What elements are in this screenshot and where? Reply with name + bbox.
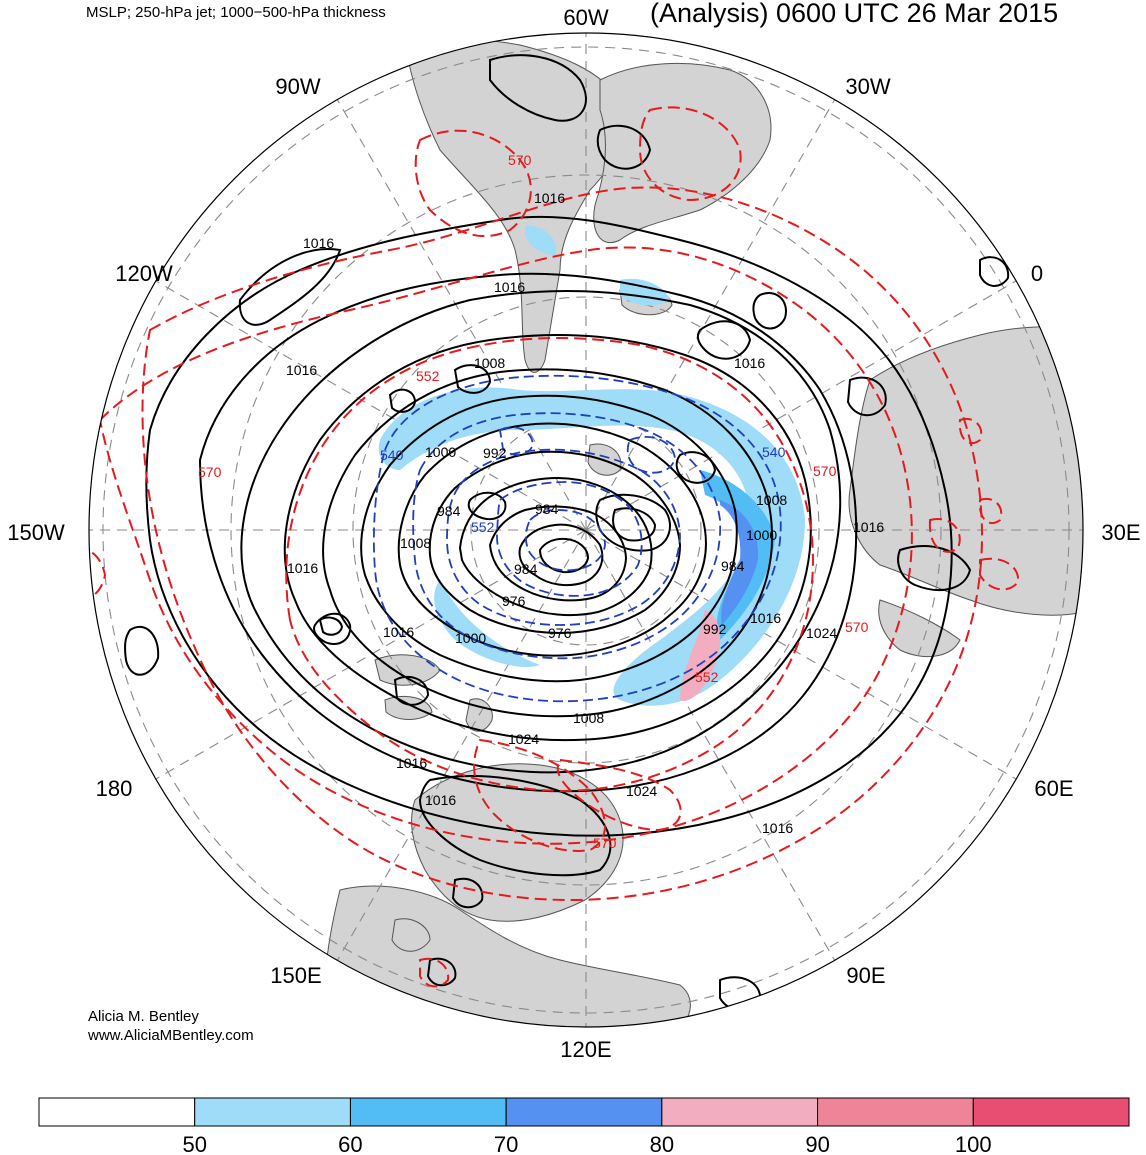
mslp-label: 1016 xyxy=(534,190,565,206)
mslp-label: 1016 xyxy=(287,560,318,576)
mslp-label: 1016 xyxy=(762,820,793,836)
graticule xyxy=(89,33,1083,1027)
colorbar-tick-label: 80 xyxy=(650,1132,674,1155)
mslp-label: 1016 xyxy=(853,519,884,535)
lon-label-120e: 120E xyxy=(560,1037,611,1062)
mslp-label: 1000 xyxy=(455,630,486,646)
thickness-label: 570 xyxy=(845,619,869,635)
lon-label-150w: 150W xyxy=(7,520,65,545)
land-masses xyxy=(324,37,1083,1027)
mslp-label: 1016 xyxy=(383,624,414,640)
land-greenland xyxy=(404,37,624,373)
mslp-label: 1024 xyxy=(806,625,837,641)
lon-label-60e: 60E xyxy=(1034,776,1073,801)
mslp-label: 1000 xyxy=(425,444,456,460)
lon-label-90w: 90W xyxy=(275,74,320,99)
thickness-label: 570 xyxy=(813,463,837,479)
mslp-label: 1008 xyxy=(756,492,787,508)
mslp-label: 976 xyxy=(502,593,526,609)
land-japan xyxy=(391,918,431,952)
colorbar-tick-label: 50 xyxy=(182,1132,206,1155)
analysis-title: (Analysis) 0600 UTC 26 Mar 2015 xyxy=(650,0,1059,28)
lon-label-30w: 30W xyxy=(845,74,890,99)
colorbar-swatch xyxy=(194,1097,351,1127)
thickness-warm-contours xyxy=(89,106,1020,988)
colorbar-swatch xyxy=(661,1097,819,1127)
colorbar-tick-label: 90 xyxy=(805,1132,829,1155)
thickness-label: 540 xyxy=(762,444,786,460)
land-north-america-ne xyxy=(593,62,772,243)
colorbar-swatch xyxy=(972,1097,1130,1127)
mslp-label: 1024 xyxy=(508,731,539,747)
colorbar-swatch xyxy=(505,1097,663,1127)
mslp-label: 984 xyxy=(535,501,559,517)
mslp-label: 1016 xyxy=(286,362,317,378)
thickness-label: 540 xyxy=(380,447,404,463)
mslp-label: 992 xyxy=(483,445,507,461)
mslp-label: 1016 xyxy=(494,279,525,295)
lon-label-150e: 150E xyxy=(270,963,321,988)
land-north-america-main xyxy=(848,326,1083,616)
thickness-label: 570 xyxy=(508,152,532,168)
mslp-label: 1016 xyxy=(734,355,765,371)
colorbar-tick-label: 60 xyxy=(338,1132,362,1155)
lon-label-0: 0 xyxy=(1031,261,1043,286)
longitude-labels: 60W 30W 0 30E 60E 90E 120E 150E 180 150W… xyxy=(7,5,1140,1062)
lon-label-90e: 90E xyxy=(846,963,885,988)
mslp-label: 1016 xyxy=(750,610,781,626)
map-border xyxy=(88,32,1084,1028)
mslp-label: 1000 xyxy=(746,527,777,543)
thickness-labels: 570 552 570 540 552 540 570 570 570 552 xyxy=(198,152,869,851)
jet-colorbar: 50 60 70 80 90 100 xyxy=(38,1097,1130,1155)
thickness-label: 552 xyxy=(471,519,495,535)
thickness-label: 552 xyxy=(695,669,719,685)
thickness-label: 552 xyxy=(416,368,440,384)
thickness-label: 570 xyxy=(593,835,617,851)
colorbar-swatch xyxy=(38,1097,196,1127)
author-url: www.AliciaMBentley.com xyxy=(88,1027,254,1044)
mslp-label: 1016 xyxy=(303,235,334,251)
colorbar-tick-label: 100 xyxy=(955,1132,992,1155)
colorbar-swatch xyxy=(817,1097,974,1127)
lon-label-30e: 30E xyxy=(1101,520,1140,545)
land-central-america xyxy=(878,599,961,658)
mslp-label: 984 xyxy=(721,558,745,574)
colorbar-swatches xyxy=(38,1097,1130,1127)
lon-label-120w: 120W xyxy=(115,261,173,286)
mslp-labels: 1016 1016 1016 1016 1008 1016 992 1000 9… xyxy=(286,190,884,836)
mslp-label: 1024 xyxy=(626,783,657,799)
lon-label-60w: 60W xyxy=(563,5,608,30)
mslp-label: 984 xyxy=(514,561,538,577)
mslp-label: 1016 xyxy=(425,792,456,808)
colorbar-swatch xyxy=(349,1097,507,1127)
thickness-cold-contours xyxy=(372,374,782,703)
colorbar-tick-label: 70 xyxy=(494,1132,518,1155)
author-credit: Alicia M. Bentley xyxy=(88,1008,199,1025)
jet-shade-greenland xyxy=(525,225,556,255)
lon-label-180: 180 xyxy=(96,776,133,801)
colorbar-tick-labels: 50 60 70 80 90 100 xyxy=(182,1132,991,1155)
mslp-label: 1008 xyxy=(573,710,604,726)
thickness-label: 570 xyxy=(198,464,222,480)
jet-shade-70 xyxy=(700,470,775,640)
fields-caption: MSLP; 250-hPa jet; 1000−500-hPa thicknes… xyxy=(86,4,386,21)
mslp-label: 992 xyxy=(703,621,727,637)
mslp-label: 1016 xyxy=(396,755,427,771)
jet-shade-80 xyxy=(720,500,759,625)
mslp-label: 976 xyxy=(548,625,572,641)
mslp-label: 1008 xyxy=(400,535,431,551)
mslp-label: 984 xyxy=(437,503,461,519)
mslp-label: 1008 xyxy=(474,355,505,371)
